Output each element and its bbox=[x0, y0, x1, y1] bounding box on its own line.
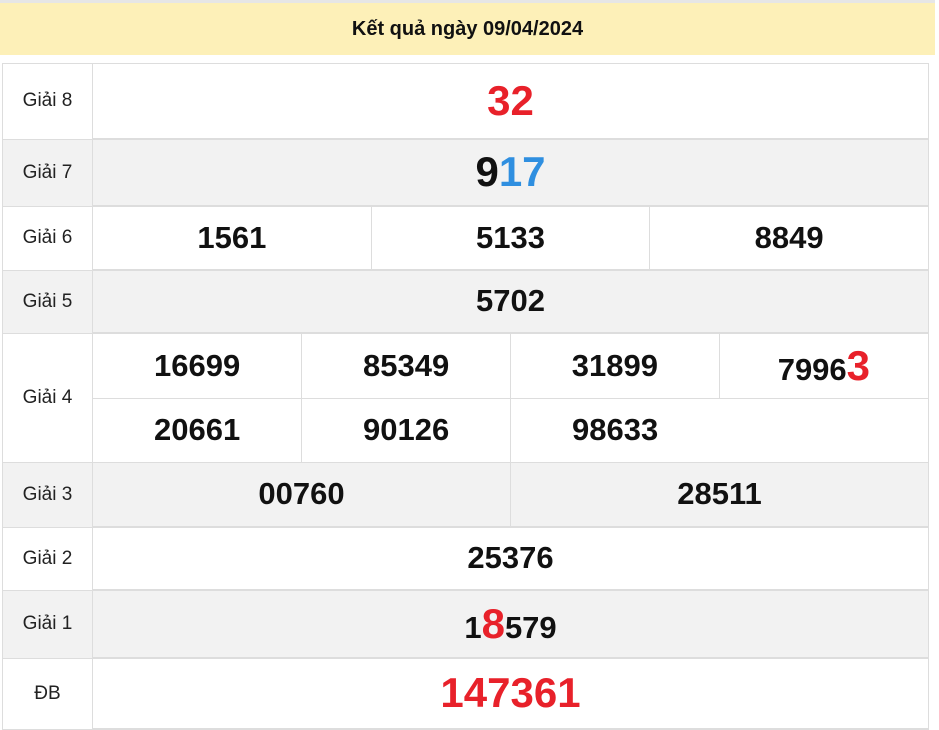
prize-label: Giải 5 bbox=[2, 269, 93, 334]
prize-number: 90126 bbox=[301, 398, 511, 462]
number-digits: 8849 bbox=[754, 219, 824, 255]
prize-numbers: 18579 bbox=[92, 590, 929, 659]
prize-number: 1561 bbox=[93, 207, 372, 270]
prize-row: Giải 5 5702 bbox=[2, 269, 929, 334]
prize-number: 00760 bbox=[93, 463, 511, 527]
number-digits: 28511 bbox=[677, 476, 762, 512]
prize-number: 85349 bbox=[301, 334, 511, 399]
prize-number: 79963 bbox=[719, 334, 928, 399]
prize-number: 16699 bbox=[93, 334, 303, 399]
number-digits: 85349 bbox=[363, 347, 450, 383]
number-digits: 16699 bbox=[154, 347, 241, 383]
prize-numbers: 25376 bbox=[92, 526, 929, 591]
prize-row: Giải 8 32 bbox=[2, 63, 929, 140]
prize-numbers: 16699 85349 31899 79963 20661 90126 98633 bbox=[92, 333, 929, 463]
prize-row: Giải 6 1561 5133 8849 bbox=[2, 206, 929, 271]
prize-label: Giải 7 bbox=[2, 138, 93, 207]
number-digits: 7996 bbox=[777, 351, 847, 387]
prize-number: 20661 bbox=[93, 398, 303, 462]
number-digits: 3 bbox=[846, 341, 871, 389]
number-digits: 25376 bbox=[467, 540, 554, 576]
prize-number: 917 bbox=[93, 139, 928, 206]
prize-numbers: 147361 bbox=[92, 657, 929, 730]
number-digits: 1 bbox=[464, 609, 482, 645]
prize-number: 5702 bbox=[93, 270, 928, 333]
number-digits: 8 bbox=[481, 599, 505, 647]
prize-number: 28511 bbox=[510, 463, 928, 527]
number-digits: 9 bbox=[475, 148, 499, 196]
prize-number: 5133 bbox=[371, 207, 651, 270]
prize-numbers: 32 bbox=[92, 63, 929, 140]
number-digits: 579 bbox=[504, 609, 557, 645]
prize-row: Giải 2 25376 bbox=[2, 526, 929, 591]
results-table: Giải 8 32 Giải 7 917 Giải 6 1561 5133 8849 Giải … bbox=[2, 63, 929, 730]
prize-label: Giải 6 bbox=[2, 206, 93, 271]
results-title: Kết quả ngày 09/04/2024 bbox=[351, 17, 584, 40]
number-digits: 1561 bbox=[197, 219, 267, 255]
prize-number: 18579 bbox=[93, 591, 928, 658]
prize-numbers: 1561 5133 8849 bbox=[92, 206, 929, 271]
prize-numbers: 00760 28511 bbox=[92, 462, 929, 528]
prize-label: Giải 8 bbox=[2, 63, 93, 140]
prize-number: 31899 bbox=[510, 334, 720, 399]
number-digits: 17 bbox=[498, 148, 546, 196]
prize-numbers: 917 bbox=[92, 138, 929, 207]
number-digits: 5702 bbox=[476, 283, 545, 319]
number-digits: 147361 bbox=[440, 669, 581, 717]
prize-row: Giải 4 16699 85349 31899 79963 20661 90126 9863… bbox=[2, 333, 929, 463]
prize-number: 98633 bbox=[511, 398, 720, 462]
prize-number: 32 bbox=[93, 64, 928, 139]
prize-label: Giải 2 bbox=[2, 526, 93, 591]
results-header: Kết quả ngày 09/04/2024 bbox=[0, 0, 935, 55]
number-digits: 20661 bbox=[154, 412, 241, 448]
prize-number: 147361 bbox=[93, 658, 928, 729]
prize-label: Giải 1 bbox=[2, 590, 93, 659]
prize-label: ĐB bbox=[2, 657, 93, 730]
prize-label: Giải 3 bbox=[2, 462, 93, 528]
prize-number: 25376 bbox=[93, 527, 928, 590]
number-digits: 98633 bbox=[572, 412, 659, 448]
number-digits: 31899 bbox=[571, 347, 658, 383]
number-digits: 5133 bbox=[476, 219, 545, 255]
prize-label: Giải 4 bbox=[2, 333, 93, 463]
prize-row: Giải 3 00760 28511 bbox=[2, 462, 929, 528]
number-digits: 00760 bbox=[258, 476, 345, 512]
prize-row: Giải 1 18579 bbox=[2, 590, 929, 659]
prize-row: ĐB 147361 bbox=[2, 657, 929, 730]
prize-row: Giải 7 917 bbox=[2, 138, 929, 207]
number-digits: 32 bbox=[487, 76, 534, 124]
number-digits: 90126 bbox=[363, 412, 450, 448]
prize-number: 8849 bbox=[649, 207, 928, 270]
prize-numbers: 5702 bbox=[92, 269, 929, 334]
